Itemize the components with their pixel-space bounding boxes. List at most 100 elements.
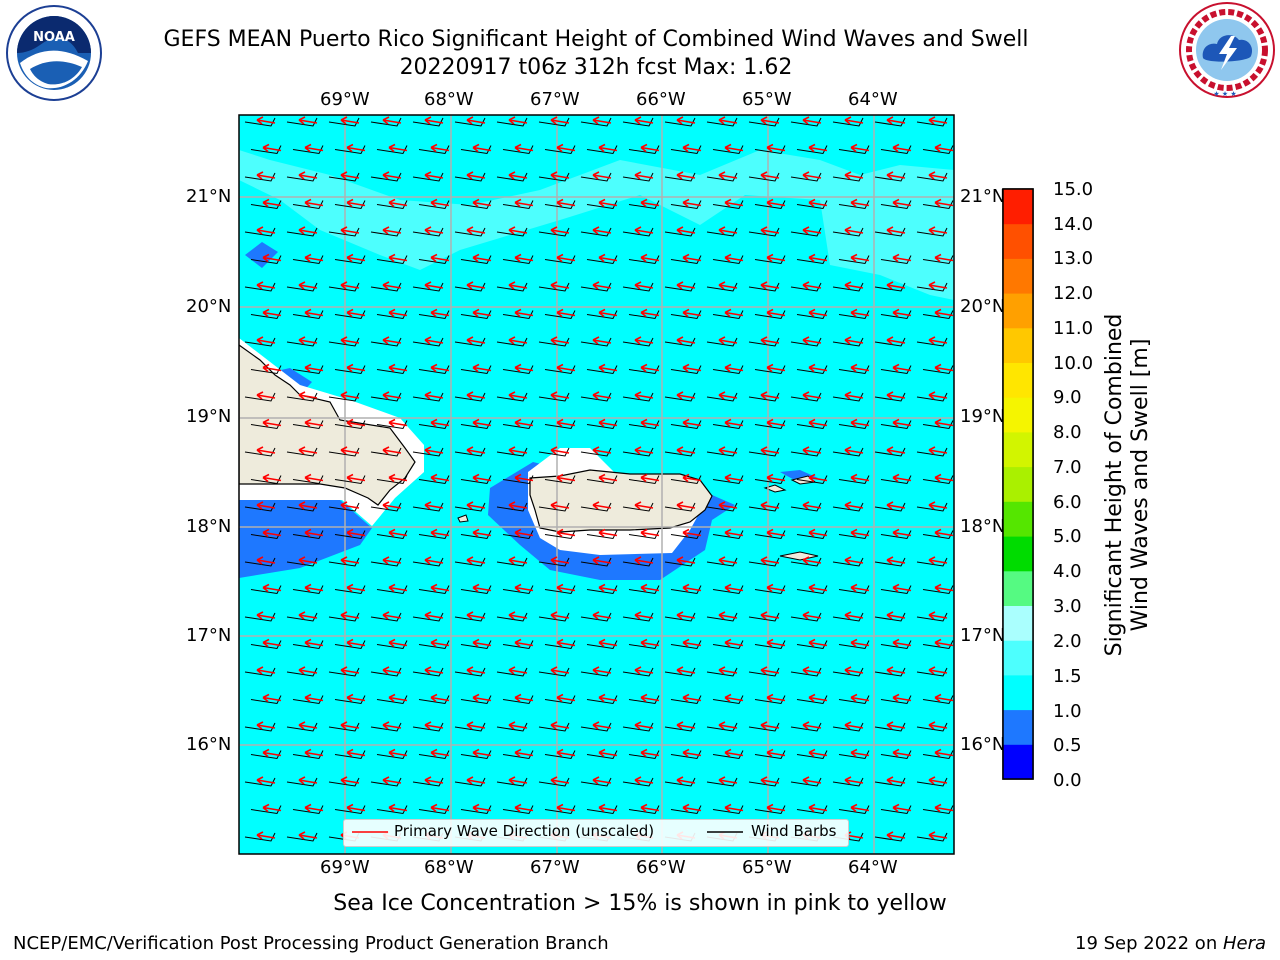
wind-barb — [922, 475, 954, 485]
colorbar-bin — [1003, 466, 1033, 502]
wave-direction-arrow — [472, 528, 492, 538]
wave-direction-arrow — [928, 171, 948, 180]
wind-barb — [454, 337, 486, 347]
wave-direction-arrow — [766, 473, 786, 483]
wind-barb — [622, 612, 654, 622]
wave-direction-arrow — [682, 198, 702, 208]
wind-barb — [292, 365, 324, 375]
wave-direction-arrow — [928, 391, 948, 400]
wave-direction-arrow — [934, 143, 954, 153]
wind-barb — [664, 392, 696, 402]
lat-tick-right-20n: 20°N — [960, 296, 1006, 317]
wave-direction-arrow — [550, 611, 570, 620]
wave-direction-arrow — [508, 666, 528, 675]
wind-barb — [790, 117, 822, 127]
wave-direction-arrow — [508, 501, 528, 510]
wind-barb — [292, 750, 324, 760]
wave-direction-arrow — [598, 803, 618, 813]
wind-barb — [370, 282, 402, 292]
wave-direction-arrow — [802, 611, 822, 620]
wind-barb — [670, 365, 702, 375]
wind-barb — [544, 420, 576, 430]
wave-direction-arrow — [556, 748, 576, 758]
wind-barb — [412, 557, 444, 567]
wave-direction-arrow — [724, 638, 744, 648]
wave-direction-arrow — [556, 638, 576, 648]
wind-barb — [754, 695, 786, 705]
wind-barb — [832, 447, 864, 457]
wave-direction-arrow — [466, 556, 486, 565]
wave-direction-arrow — [934, 363, 954, 373]
wind-barb — [832, 667, 864, 677]
wave-direction-arrow — [256, 831, 276, 840]
wave-direction-arrow — [472, 308, 492, 318]
wave-direction-arrow — [346, 583, 366, 593]
colorbar-label-line2: Wind Waves and Swell [m] — [1128, 338, 1153, 632]
wave-direction-arrow — [346, 638, 366, 648]
wave-direction-arrow — [430, 143, 450, 153]
wave-direction-arrow — [676, 391, 696, 400]
wave-direction-arrow — [718, 501, 738, 510]
wind-barb — [670, 640, 702, 650]
wave-direction-arrow — [346, 803, 366, 813]
wind-barb — [874, 227, 906, 237]
wind-barb — [838, 310, 870, 320]
wind-barb — [292, 420, 324, 430]
lat-tick-left-20n: 20°N — [186, 296, 232, 317]
wave-direction-arrow — [634, 116, 654, 125]
wind-barb — [412, 447, 444, 457]
wave-direction-arrow — [760, 391, 780, 400]
wave-direction-arrow — [802, 776, 822, 785]
wind-barb — [706, 557, 738, 567]
wind-barb — [706, 612, 738, 622]
wave-direction-arrow — [388, 638, 408, 648]
wave-direction-arrow — [466, 611, 486, 620]
wave-direction-arrow — [934, 198, 954, 208]
wave-direction-arrow — [760, 281, 780, 290]
wind-barb — [712, 420, 744, 430]
wave-direction-arrow — [676, 446, 696, 455]
wind-barb — [418, 475, 450, 485]
wind-barb — [544, 365, 576, 375]
wave-direction-arrow — [262, 253, 282, 263]
lat-tick-left-17n: 17°N — [186, 625, 232, 646]
wind-barb — [922, 255, 954, 265]
wind-barb — [286, 117, 318, 127]
wind-barb — [706, 117, 738, 127]
wave-direction-arrow — [340, 281, 360, 290]
wave-direction-arrow — [844, 446, 864, 455]
wind-barb — [454, 447, 486, 457]
wind-barb — [244, 337, 276, 347]
wave-direction-arrow — [262, 143, 282, 153]
wave-direction-arrow — [550, 226, 570, 235]
lat-tick-left-18n: 18°N — [186, 516, 232, 537]
wind-barb — [370, 557, 402, 567]
wind-barb — [580, 612, 612, 622]
wind-barb — [712, 255, 744, 265]
wind-barb — [916, 612, 948, 622]
wave-direction-arrow — [304, 803, 324, 813]
wind-barb — [460, 695, 492, 705]
wave-direction-arrow — [724, 418, 744, 428]
wind-barb — [790, 227, 822, 237]
wind-barb — [874, 502, 906, 512]
wind-barb — [586, 805, 618, 815]
colorbar-tick: 8.0 — [1053, 422, 1082, 443]
wave-direction-arrow — [760, 226, 780, 235]
wind-barb — [502, 420, 534, 430]
wind-barb — [838, 420, 870, 430]
wave-direction-arrow — [340, 226, 360, 235]
wave-direction-arrow — [430, 363, 450, 373]
map-subtitle: 20220917 t06z 312h fcst Max: 1.62 — [399, 55, 793, 80]
wind-barb — [538, 337, 570, 347]
wind-barb — [748, 722, 780, 732]
wind-barb — [544, 200, 576, 210]
wave-direction-arrow — [928, 116, 948, 125]
wave-direction-arrow — [472, 693, 492, 703]
wave-direction-arrow — [298, 831, 318, 840]
wind-barb — [796, 200, 828, 210]
wind-barb — [496, 282, 528, 292]
wave-direction-arrow — [592, 721, 612, 730]
colorbar-tick: 4.0 — [1053, 561, 1082, 582]
wind-barb — [796, 475, 828, 485]
